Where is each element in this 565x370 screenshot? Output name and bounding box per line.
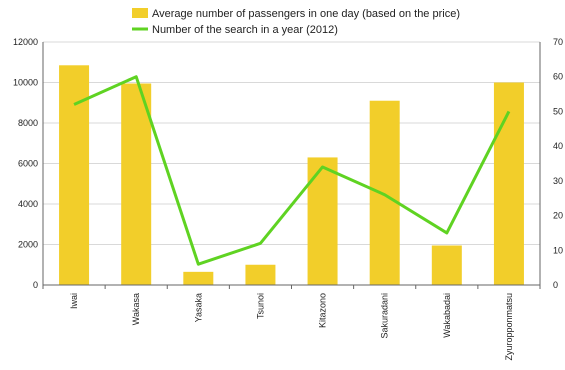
legend: Average number of passengers in one day … bbox=[132, 8, 460, 36]
bar bbox=[121, 83, 152, 285]
bar bbox=[183, 271, 214, 285]
line-series-path bbox=[73, 75, 511, 266]
legend-label-line: Number of the search in a year (2012) bbox=[152, 24, 338, 36]
bar bbox=[493, 82, 524, 285]
y-left-tick-label: 8000 bbox=[18, 118, 38, 128]
y-left-tick-label: 0 bbox=[33, 280, 38, 290]
category-label: Tsunoi bbox=[255, 293, 265, 319]
bar bbox=[245, 264, 276, 285]
bar bbox=[59, 65, 90, 285]
y-right-tick-label: 30 bbox=[553, 176, 563, 186]
y-left-tick-label: 6000 bbox=[18, 159, 38, 169]
legend-label-bar: Average number of passengers in one day … bbox=[152, 8, 460, 20]
y-right-tick-label: 20 bbox=[553, 211, 563, 221]
category-label: Wakabadai bbox=[442, 293, 452, 338]
category-label: Zyuropponmatsu bbox=[504, 293, 514, 361]
y-right-tick-label: 60 bbox=[553, 72, 563, 82]
y-right-tick-label: 0 bbox=[553, 280, 558, 290]
bar bbox=[369, 100, 400, 285]
y-left-tick-label: 4000 bbox=[18, 199, 38, 209]
category-label: Wakasa bbox=[131, 293, 141, 325]
bar bbox=[307, 157, 338, 285]
grid-lines bbox=[43, 41, 540, 245]
category-label: Sakuradani bbox=[380, 293, 390, 339]
y-right-tick-label: 40 bbox=[553, 141, 563, 151]
y-left-tick-label: 12000 bbox=[13, 37, 38, 47]
y-right-tick-label: 50 bbox=[553, 106, 563, 116]
tick-labels: 0 2000 4000 6000 8000 10000 12000 0 10 20 30 40 50 60… bbox=[13, 37, 563, 290]
category-labels: Iwai Wakasa Yasaka Tsunoi Kitazono Sakuradani… bbox=[69, 293, 514, 361]
category-label: Yasaka bbox=[193, 293, 203, 322]
category-label: Kitazono bbox=[318, 293, 328, 328]
legend-swatch-bar bbox=[132, 8, 148, 18]
y-right-tick-label: 70 bbox=[553, 37, 563, 47]
line-series bbox=[73, 75, 511, 266]
category-label: Iwai bbox=[69, 293, 79, 309]
y-left-tick-label: 10000 bbox=[13, 78, 38, 88]
y-right-tick-label: 10 bbox=[553, 245, 563, 255]
axes bbox=[42, 42, 541, 289]
y-left-tick-label: 2000 bbox=[18, 240, 38, 250]
bar-series bbox=[59, 65, 524, 285]
bar bbox=[431, 245, 462, 285]
